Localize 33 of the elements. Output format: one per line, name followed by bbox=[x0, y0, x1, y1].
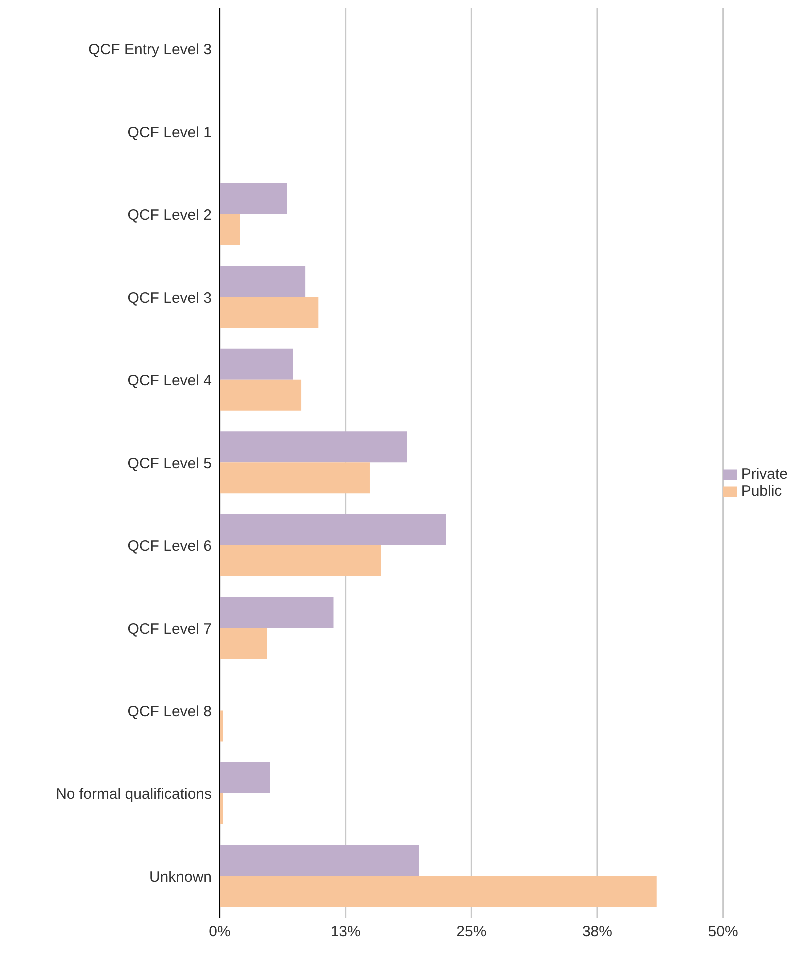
y-tick-label: No formal qualifications bbox=[56, 786, 212, 804]
bar bbox=[220, 845, 420, 876]
bar bbox=[220, 432, 408, 463]
x-tick-label: 25% bbox=[456, 924, 487, 941]
bar bbox=[220, 380, 302, 411]
bar bbox=[220, 762, 270, 794]
bar bbox=[220, 545, 382, 576]
bar bbox=[220, 266, 306, 298]
y-tick-label: QCF Entry Level 3 bbox=[88, 42, 212, 59]
x-tick-label: 0% bbox=[209, 924, 231, 941]
bar bbox=[220, 628, 268, 660]
x-tick-label: 13% bbox=[330, 924, 361, 941]
x-tick-label: 38% bbox=[582, 924, 612, 941]
y-tick-label: QCF Level 7 bbox=[128, 620, 212, 638]
y-tick-label: QCF Level 1 bbox=[128, 124, 212, 142]
bar bbox=[220, 297, 319, 328]
bar bbox=[220, 462, 370, 494]
y-tick-label: QCF Level 5 bbox=[128, 455, 212, 472]
legend-label: Private bbox=[741, 466, 788, 483]
bar bbox=[220, 183, 288, 214]
y-tick-label: QCF Level 2 bbox=[128, 207, 212, 224]
y-tick-label: QCF Level 8 bbox=[128, 704, 212, 721]
legend-label: Public bbox=[741, 483, 782, 500]
y-tick-label: QCF Level 4 bbox=[128, 372, 212, 390]
y-tick-label: QCF Level 6 bbox=[128, 538, 212, 556]
bar bbox=[220, 214, 240, 246]
bar bbox=[220, 597, 334, 628]
bar bbox=[220, 348, 294, 380]
x-tick-label: 50% bbox=[708, 924, 738, 941]
y-tick-label: QCF Level 3 bbox=[128, 290, 212, 307]
bar bbox=[220, 514, 446, 546]
y-tick-label: Unknown bbox=[149, 868, 212, 886]
bar bbox=[220, 876, 657, 908]
